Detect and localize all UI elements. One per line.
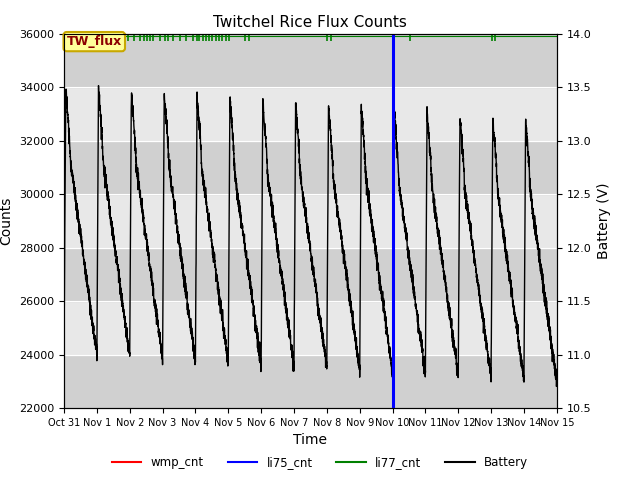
Bar (64, 34, 557, 87)
Title: Twitchel Rice Flux Counts: Twitchel Rice Flux Counts (214, 15, 407, 30)
Legend: wmp_cnt, li75_cnt, li77_cnt, Battery: wmp_cnt, li75_cnt, li77_cnt, Battery (107, 452, 533, 474)
Bar (64, 355, 557, 408)
Bar (64, 87, 557, 141)
Text: TW_flux: TW_flux (67, 35, 122, 48)
Bar (64, 301, 557, 355)
X-axis label: Time: Time (293, 433, 328, 447)
Bar (64, 141, 557, 194)
Bar (64, 248, 557, 301)
Y-axis label: Counts: Counts (0, 197, 13, 245)
Y-axis label: Battery (V): Battery (V) (597, 182, 611, 259)
Bar (64, 194, 557, 248)
